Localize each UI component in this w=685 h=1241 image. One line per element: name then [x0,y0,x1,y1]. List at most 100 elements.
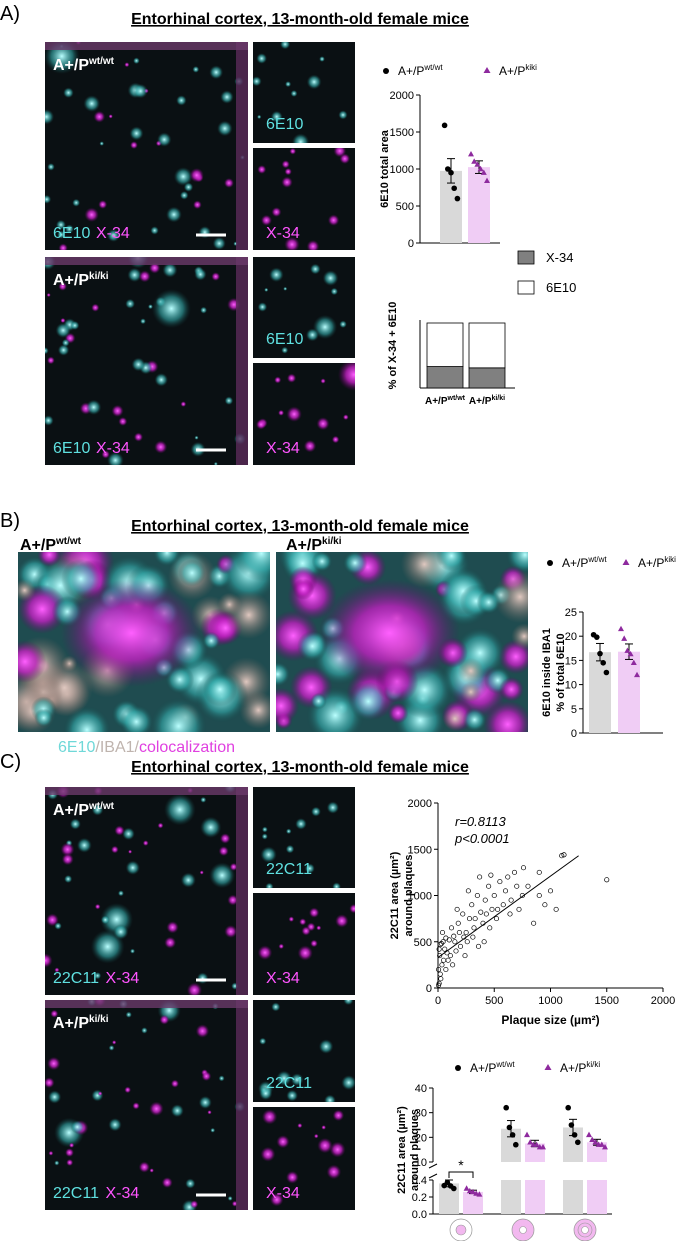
genotype-label-sup: wt/wt [55,536,82,547]
genotype-label-sup: ki/ki [89,1014,109,1025]
x-tick-label: 1000 [538,995,562,1007]
blob [179,190,189,200]
genotype-label-sup: ki/ki [89,271,109,282]
data-point [451,933,457,939]
blob [125,1011,132,1018]
blob [46,292,51,298]
blob [288,916,295,922]
genotype-label: A+/Pki/ki [53,271,109,289]
x-tick-label-sup: wt/wt [447,395,466,402]
data-point [627,650,634,657]
x-tick-label-sup: ki/ki [491,395,505,402]
blob [114,825,125,836]
bar-segment [468,367,506,389]
image-bg [253,893,355,995]
blob [66,1159,74,1167]
blob [256,53,268,64]
blob [303,439,317,453]
data-point [472,916,478,922]
blob [200,816,222,839]
stain-label: X-34 [266,440,300,457]
legend-marker [622,559,630,565]
data-point [470,1188,476,1195]
blob [499,677,524,702]
genotype-label-base: A+/P [286,537,322,554]
legend-marker [544,1064,552,1070]
significance-bracket [448,1171,474,1178]
blob [201,1071,212,1082]
blob [70,1120,85,1134]
blob [257,302,268,312]
trend-line [437,855,579,958]
bar [525,1180,545,1214]
micrograph [18,552,270,732]
y-tick-label: 25 [565,607,577,619]
bar [563,1180,583,1214]
caption-part: colocalization [139,739,235,756]
blob [170,1079,180,1088]
blob [285,1170,299,1184]
legend-label-base: A+/P [470,1061,496,1075]
stain-label: 22C11 [266,861,312,878]
data-point [483,911,489,917]
blob [278,409,285,416]
y-tick-label: 20 [415,1132,427,1144]
stain-label: 6E10 [266,116,303,133]
blob [91,803,104,816]
blob [183,182,194,192]
blob [164,793,196,826]
stain-label: X-34 [266,225,300,242]
blob [291,133,310,143]
blob [284,236,300,250]
data-point [484,177,490,184]
blob [211,272,221,281]
blob [213,461,218,465]
y-tick-label: 1000 [390,164,414,176]
blob [306,240,320,250]
data-point [460,911,466,917]
blob [86,399,102,415]
data-point [509,1132,516,1138]
legend-label-sup: kiki [525,63,537,72]
data-point [443,966,449,973]
blob [151,288,192,329]
micrograph [253,1000,355,1102]
blob [173,167,193,186]
data-point [441,122,448,129]
bar [468,167,490,243]
legend-label-sup: wt/wt [495,1060,515,1069]
blob [286,1089,299,1102]
blob [166,921,179,934]
data-point [443,935,449,941]
stain-label: X-34 [106,1185,140,1202]
legend-marker [383,68,389,74]
genotype-label-sup: wt/wt [88,801,115,812]
genotype-label: A+/Pki/ki [53,1014,109,1032]
data-point [553,906,559,912]
blob [292,578,315,600]
blob [339,320,347,329]
blob [202,672,238,707]
data-point [589,1136,596,1142]
data-point [464,939,470,945]
blob [343,1000,354,1006]
y-axis-label: 22C11 area (µm²) [389,851,401,939]
blob [218,1075,225,1082]
image-content [253,42,348,143]
y-tick-label: 10 [415,1157,427,1169]
micrograph [45,1000,248,1210]
data-point [565,1104,571,1111]
blob [99,141,105,146]
blob [200,796,207,803]
genotype-label-base: A+/P [53,57,89,74]
data-point [486,883,492,889]
blob [186,982,203,995]
y-tick-label: 0.2 [412,1192,427,1204]
blob [297,945,313,961]
blob [212,236,226,250]
bar [563,1127,583,1162]
data-point [527,1139,534,1145]
blob [268,267,284,283]
legend-label: A+/Pwt/wt [562,555,607,570]
panel-label: B) [0,510,20,532]
